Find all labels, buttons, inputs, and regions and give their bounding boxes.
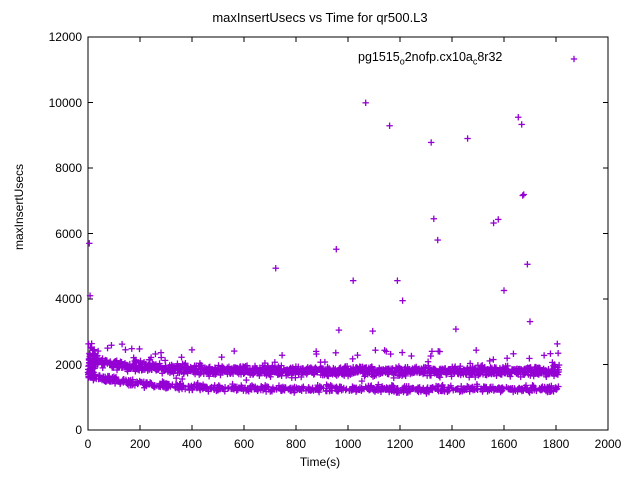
x-tick-label: 400 (181, 437, 203, 451)
x-tick-label: 1400 (438, 437, 466, 451)
chart-title: maxInsertUsecs vs Time for qr500.L3 (212, 10, 428, 25)
x-tick-label: 1200 (386, 437, 414, 451)
x-tick-label: 1600 (490, 437, 518, 451)
y-tick-label: 6000 (55, 226, 82, 241)
y-tick-label: 0 (75, 423, 82, 437)
y-tick-label: 2000 (55, 357, 82, 372)
legend-label: pg1515o2nofp.cx10ac8r32 (358, 50, 503, 67)
x-tick-label: 2000 (594, 437, 622, 451)
x-tick-label: 600 (233, 437, 255, 451)
x-tick-label: 1800 (542, 437, 570, 451)
x-tick-label: 0 (84, 437, 92, 451)
x-tick-label: 1000 (334, 437, 362, 451)
data-points (84, 99, 563, 397)
x-tick-label: 800 (285, 437, 307, 451)
y-tick-label: 8000 (55, 161, 82, 175)
x-tick-label: 200 (129, 437, 151, 451)
y-tick-label: 4000 (55, 292, 82, 306)
y-tick-label: 12000 (48, 30, 82, 44)
y-tick-label: 10000 (48, 95, 82, 110)
legend-entry: pg1515o2nofp.cx10ac8r32 (358, 50, 502, 67)
x-axis-label: Time(s) (299, 455, 341, 469)
legend-marker (570, 55, 578, 63)
